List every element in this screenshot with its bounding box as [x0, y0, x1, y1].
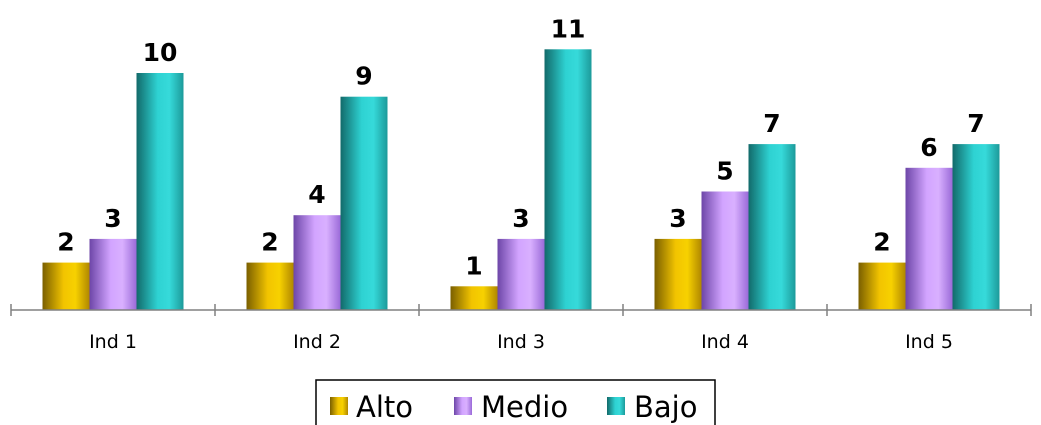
- bar-medio-ind-4: [701, 191, 749, 310]
- x-tick-label-ind-4: Ind 4: [701, 331, 749, 353]
- data-label-alto-ind-5: 2: [873, 228, 890, 257]
- x-tick-label-ind-2: Ind 2: [293, 331, 341, 353]
- bar-alto-ind-5: [858, 262, 906, 310]
- x-tick-label-ind-5: Ind 5: [905, 331, 953, 353]
- data-label-bajo-ind-3: 11: [551, 14, 586, 43]
- legend-box: [315, 379, 716, 425]
- plot-area: 2 3 10 2 4 9 1 3 11 3 5 7 2 6 7: [42, 14, 1000, 311]
- data-label-alto-ind-4: 3: [669, 204, 686, 233]
- legend-swatch-alto: [330, 397, 348, 415]
- bar-alto-ind-1: [42, 262, 90, 310]
- data-label-medio-ind-4: 5: [716, 157, 733, 186]
- data-label-bajo-ind-2: 9: [355, 62, 372, 91]
- x-axis: Ind 1 Ind 2 Ind 3 Ind 4 Ind 5: [10, 304, 1032, 353]
- bar-alto-ind-2: [246, 262, 294, 310]
- bar-medio-ind-5: [905, 167, 953, 310]
- data-label-medio-ind-5: 6: [920, 133, 937, 162]
- data-label-alto-ind-3: 1: [465, 251, 482, 280]
- data-label-medio-ind-3: 3: [512, 204, 529, 233]
- bar-bajo-ind-1: [136, 73, 184, 310]
- data-label-medio-ind-2: 4: [308, 180, 325, 209]
- x-tick-label-ind-3: Ind 3: [497, 331, 545, 353]
- data-label-alto-ind-2: 2: [261, 228, 278, 257]
- legend-label-alto: Alto: [356, 390, 413, 424]
- bar-bajo-ind-3: [544, 49, 592, 311]
- data-label-medio-ind-1: 3: [104, 204, 121, 233]
- x-tick-label-ind-1: Ind 1: [89, 331, 137, 353]
- bar-alto-ind-4: [654, 238, 702, 310]
- legend: Alto Medio Bajo: [315, 379, 716, 425]
- legend-label-bajo: Bajo: [634, 390, 697, 424]
- data-label-alto-ind-1: 2: [57, 228, 74, 257]
- bar-bajo-ind-5: [952, 144, 1000, 310]
- bar-medio-ind-3: [497, 238, 545, 310]
- bar-bajo-ind-4: [748, 144, 796, 310]
- legend-label-medio: Medio: [481, 390, 568, 424]
- data-label-bajo-ind-5: 7: [967, 109, 984, 138]
- bar-medio-ind-1: [89, 238, 137, 310]
- legend-swatch-bajo: [607, 397, 625, 415]
- bar-alto-ind-3: [450, 286, 498, 310]
- bar-bajo-ind-2: [340, 96, 388, 310]
- bar-medio-ind-2: [293, 215, 341, 310]
- data-label-bajo-ind-1: 10: [143, 38, 178, 67]
- data-label-bajo-ind-4: 7: [763, 109, 780, 138]
- legend-swatch-medio: [454, 397, 472, 415]
